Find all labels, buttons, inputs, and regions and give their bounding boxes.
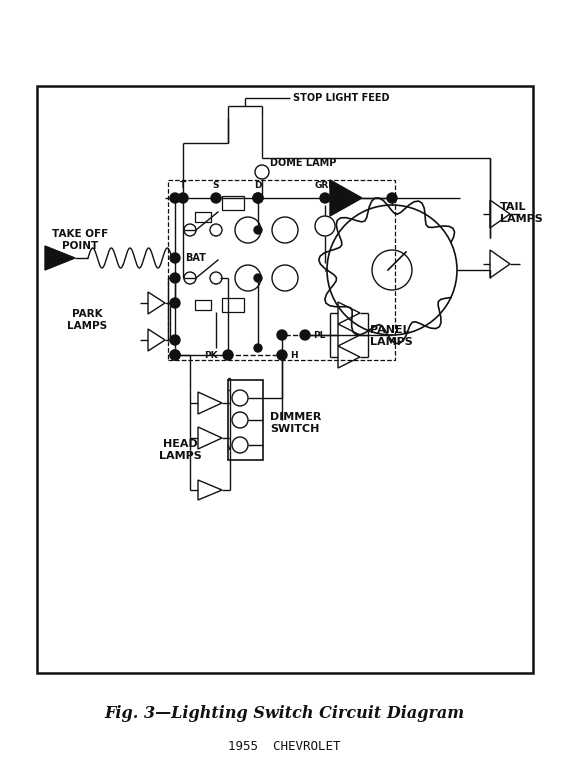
Text: S: S bbox=[213, 181, 219, 190]
Bar bbox=[37, 86, 533, 673]
Text: GRD: GRD bbox=[314, 181, 336, 190]
Circle shape bbox=[254, 344, 262, 352]
Circle shape bbox=[254, 226, 262, 234]
Circle shape bbox=[253, 193, 263, 203]
Circle shape bbox=[320, 193, 330, 203]
Circle shape bbox=[253, 193, 263, 203]
Text: HEAD
LAMPS: HEAD LAMPS bbox=[158, 439, 202, 461]
Polygon shape bbox=[45, 246, 75, 270]
Circle shape bbox=[170, 350, 180, 360]
Polygon shape bbox=[330, 180, 362, 216]
Circle shape bbox=[277, 330, 287, 340]
Circle shape bbox=[170, 273, 180, 283]
Circle shape bbox=[170, 193, 180, 203]
Text: PARK
LAMPS: PARK LAMPS bbox=[67, 310, 107, 331]
Bar bbox=[195, 300, 211, 310]
Circle shape bbox=[254, 274, 262, 282]
Circle shape bbox=[170, 335, 180, 345]
Text: D: D bbox=[254, 181, 262, 190]
Circle shape bbox=[223, 350, 233, 360]
Bar bbox=[168, 180, 395, 360]
Text: 1955  CHEVROLET: 1955 CHEVROLET bbox=[228, 740, 340, 753]
Text: Fig. 3—Lighting Switch Circuit Diagram: Fig. 3—Lighting Switch Circuit Diagram bbox=[104, 704, 464, 721]
Text: DIMMER
SWITCH: DIMMER SWITCH bbox=[270, 412, 321, 434]
Circle shape bbox=[387, 193, 397, 203]
Text: PL: PL bbox=[313, 330, 325, 339]
Text: BAT: BAT bbox=[185, 253, 206, 263]
Bar bbox=[222, 298, 244, 312]
Text: T: T bbox=[180, 181, 186, 190]
Circle shape bbox=[211, 193, 221, 203]
Bar bbox=[222, 196, 244, 210]
Text: PANEL
LAMPS: PANEL LAMPS bbox=[370, 325, 413, 347]
Bar bbox=[195, 212, 211, 222]
Text: TAKE OFF
POINT: TAKE OFF POINT bbox=[52, 229, 108, 251]
Bar bbox=[228, 380, 263, 460]
Text: PK: PK bbox=[204, 350, 218, 359]
Text: DOME LAMP: DOME LAMP bbox=[270, 158, 336, 168]
Text: H: H bbox=[290, 350, 298, 359]
Text: TAIL
LAMPS: TAIL LAMPS bbox=[500, 202, 543, 223]
Circle shape bbox=[170, 298, 180, 308]
Circle shape bbox=[277, 350, 287, 360]
Circle shape bbox=[170, 253, 180, 263]
Text: STOP LIGHT FEED: STOP LIGHT FEED bbox=[293, 93, 390, 103]
Circle shape bbox=[300, 330, 310, 340]
Circle shape bbox=[170, 350, 180, 360]
Circle shape bbox=[178, 193, 188, 203]
